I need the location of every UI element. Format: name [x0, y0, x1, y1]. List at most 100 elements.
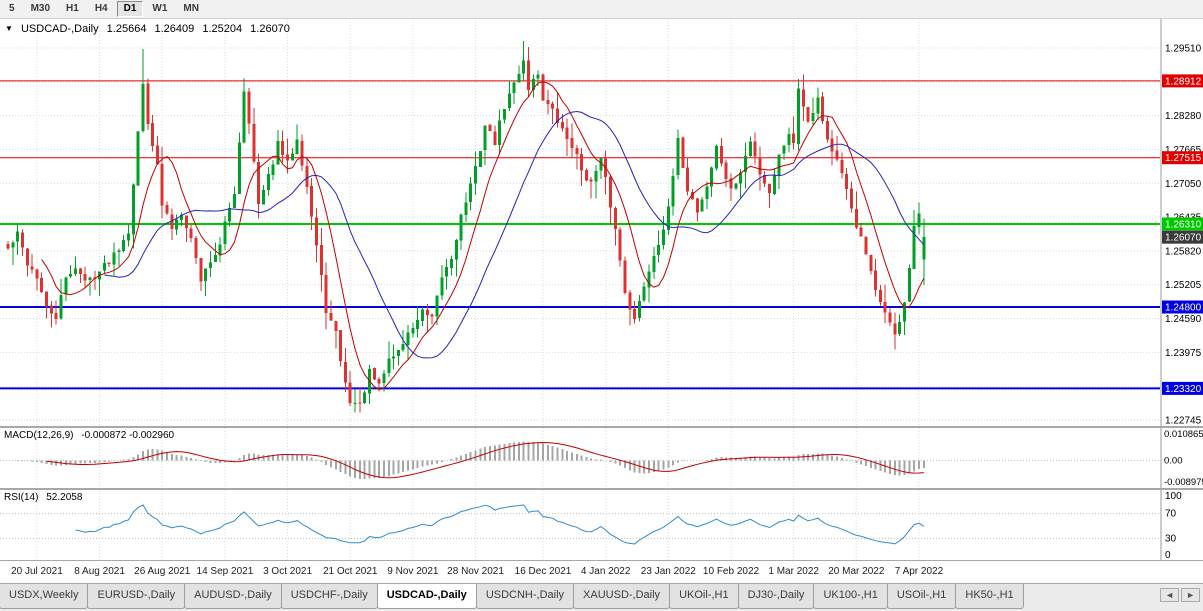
main-chart-canvas[interactable]: 1.295101.288951.282801.276651.270501.264…: [0, 19, 1203, 426]
chart-collapse-icon[interactable]: ▼: [5, 24, 13, 33]
candle-body: [474, 166, 478, 184]
tab-ukoil-h1[interactable]: UKOil-,H1: [669, 584, 739, 609]
panel-splitter-macd[interactable]: [0, 426, 1203, 428]
candle-body: [411, 327, 415, 334]
candle-body: [613, 207, 617, 230]
candle-body: [575, 148, 579, 155]
candle-body: [589, 179, 593, 182]
timeframe-button-h4[interactable]: H4: [94, 3, 108, 14]
tab-eurusd-daily[interactable]: EURUSD-,Daily: [87, 584, 186, 609]
timeframe-button-h1[interactable]: H1: [66, 3, 79, 14]
candles-layer: [6, 40, 926, 413]
tabs-scroll-left-icon[interactable]: ◄: [1160, 588, 1180, 602]
y-tick-label: 1.29510: [1165, 44, 1202, 55]
candle-body: [261, 189, 265, 205]
price-badge: [1162, 300, 1203, 314]
price-badge: [1162, 381, 1203, 395]
candle-body: [739, 172, 743, 184]
candle-body: [522, 60, 526, 74]
candle-body: [657, 244, 661, 256]
candle-body: [107, 262, 111, 264]
candle-body: [189, 228, 193, 238]
timeframe-button-d1[interactable]: D1: [116, 1, 144, 17]
timeframe-button-m30[interactable]: M30: [30, 3, 51, 14]
rsi-scale-label: 70: [1165, 509, 1177, 520]
ohlc-close: 1.26070: [250, 23, 290, 35]
panel-splitter-rsi[interactable]: [0, 488, 1203, 490]
candle-body: [787, 133, 791, 145]
candle-body: [396, 350, 400, 356]
y-tick-label: 1.24590: [1165, 314, 1202, 325]
candle-body: [40, 278, 44, 293]
candle-body: [637, 301, 641, 319]
timeframe-button-w1[interactable]: W1: [152, 3, 168, 14]
tab-usdchf-daily[interactable]: USDCHF-,Daily: [280, 584, 378, 609]
ma-slow-line: [104, 110, 925, 359]
candle-body: [671, 175, 675, 207]
tab-hk50-h1[interactable]: HK50-,H1: [955, 584, 1024, 609]
candle-body: [319, 244, 323, 275]
candle-body: [343, 362, 347, 383]
ohlc-open: 1.25664: [106, 23, 147, 35]
timeframe-button-mn[interactable]: MN: [183, 3, 199, 14]
tab-dj30-daily[interactable]: DJ30-,Daily: [737, 584, 815, 609]
candle-body: [358, 402, 362, 404]
tabs-scroll-right-icon[interactable]: ►: [1181, 588, 1200, 602]
candle-body: [387, 358, 391, 373]
tab-audusd-daily[interactable]: AUDUSD-,Daily: [184, 584, 282, 609]
ma-fast-layer: [41, 81, 925, 391]
candle-body: [874, 270, 878, 291]
price-badge-label: 1.28912: [1165, 76, 1202, 87]
rsi-canvas[interactable]: 100 70 30 0: [0, 490, 1203, 560]
candle-body: [883, 301, 887, 313]
candle-body: [536, 74, 540, 79]
x-date-label: 1 Mar 2022: [768, 566, 819, 577]
x-date-label: 7 Apr 2022: [894, 566, 944, 577]
candle-body: [16, 231, 20, 242]
candle-body: [599, 158, 603, 171]
candle-body: [300, 140, 304, 166]
candle-body: [686, 167, 690, 192]
candle-body: [237, 142, 241, 195]
tab-usdcad-daily[interactable]: USDCAD-,Daily: [376, 584, 477, 609]
rsi-label: RSI(14) 52.2058: [4, 492, 87, 503]
price-badge: [1162, 217, 1203, 231]
tab-uk100-h1[interactable]: UK100-,H1: [813, 584, 888, 609]
candle-body: [170, 214, 174, 229]
rsi-scale-label: 30: [1165, 533, 1177, 544]
candle-body: [845, 173, 849, 189]
candle-body: [570, 138, 574, 148]
candle-body: [49, 305, 53, 314]
timeframe-button-5[interactable]: 5: [9, 3, 15, 14]
candle-body: [912, 226, 916, 269]
candle-body: [758, 157, 762, 175]
ohlc-high: 1.26409: [154, 23, 195, 35]
candle-body: [445, 266, 449, 277]
candle-body: [792, 133, 796, 144]
x-date-label: 10 Feb 2022: [702, 566, 760, 577]
price-badge: [1162, 230, 1203, 244]
candle-body: [835, 150, 839, 160]
candle-body: [816, 97, 820, 114]
tab-usdcnh-daily[interactable]: USDCNH-,Daily: [475, 584, 575, 609]
time-axis[interactable]: 20 Jul 2021 8 Aug 2021 26 Aug 2021 14 Sep 2…: [0, 560, 1203, 583]
candle-body: [69, 274, 73, 277]
price-badge: [1162, 74, 1203, 88]
candle-body: [893, 323, 897, 335]
candle-body: [710, 167, 714, 187]
candle-body: [454, 240, 458, 260]
tab-usdx-weekly[interactable]: USDX,Weekly: [0, 584, 89, 609]
macd-histogram: [11, 441, 925, 480]
macd-scale-zero: 0.00: [1164, 456, 1183, 467]
price-badge-label: 1.26310: [1165, 219, 1202, 230]
candle-body: [377, 378, 381, 384]
tab-xauusd-daily[interactable]: XAUUSD-,Daily: [573, 584, 671, 609]
candle-body: [6, 244, 10, 249]
candle-body: [54, 312, 58, 319]
candle-body: [580, 153, 584, 171]
rsi-scale-label: 0: [1165, 550, 1171, 560]
tab-usoil-h1[interactable]: USOil-,H1: [886, 584, 957, 609]
candle-body: [512, 82, 516, 94]
x-date-label: 4 Jan 2022: [580, 566, 631, 577]
